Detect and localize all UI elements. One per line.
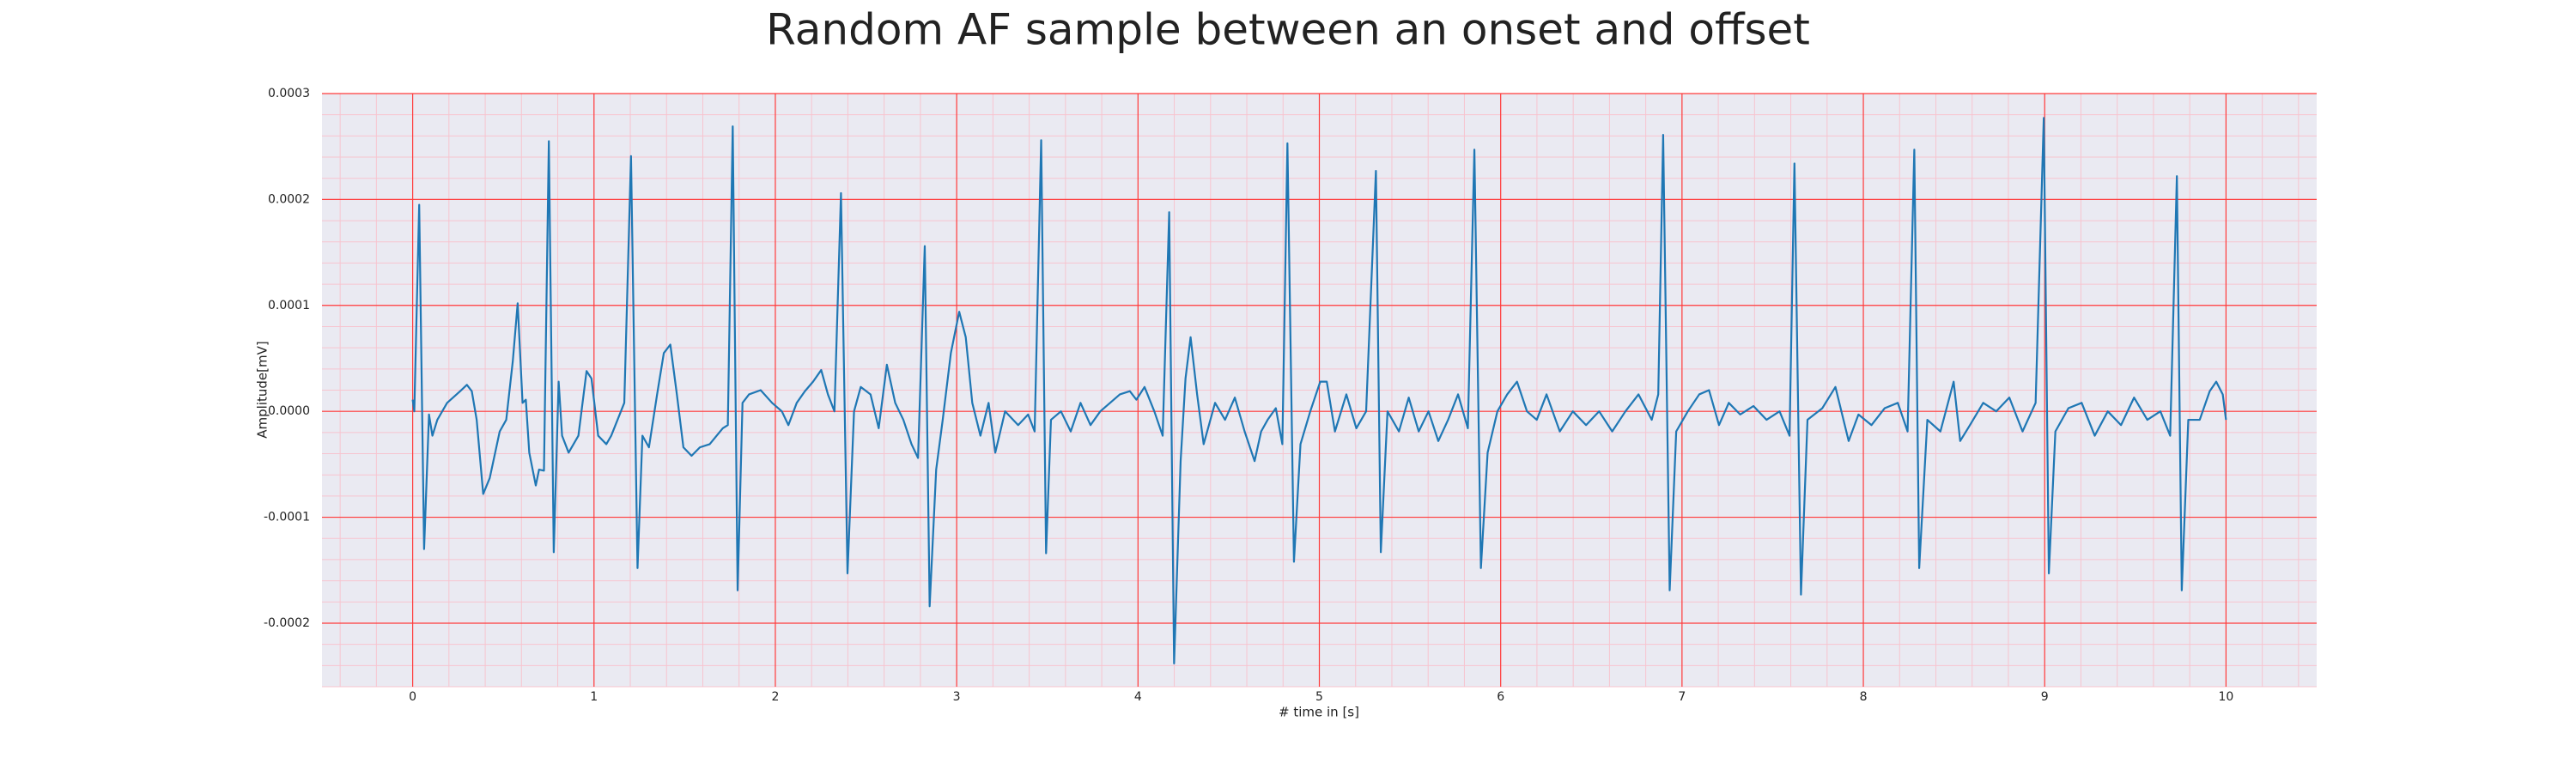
- chart-title: Random AF sample between an onset and of…: [766, 5, 1810, 55]
- x-tick-label: 7: [1678, 690, 1686, 704]
- x-tick-label: 5: [1315, 690, 1323, 704]
- x-tick-label: 1: [590, 690, 598, 704]
- x-tick-label: 8: [1860, 690, 1868, 704]
- y-tick-label: -0.0002: [264, 616, 310, 630]
- signal-line: [411, 117, 2227, 664]
- y-tick-label: 0.0003: [268, 87, 310, 100]
- y-tick-label: 0.0001: [268, 299, 310, 312]
- x-axis-label: # time in [s]: [1279, 705, 1359, 720]
- x-tick-label: 0: [409, 690, 416, 704]
- x-tick-label: 4: [1134, 690, 1142, 704]
- y-axis-label: Amplitude[mV]: [255, 341, 270, 438]
- x-tick-label: 3: [953, 690, 961, 704]
- y-tick-label: -0.0001: [264, 511, 310, 524]
- y-tick-label: 0.0000: [268, 404, 310, 418]
- x-tick-label: 2: [771, 690, 779, 704]
- x-tick-label: 9: [2041, 690, 2049, 704]
- x-tick-label: 10: [2218, 690, 2233, 704]
- y-tick-label: 0.0002: [268, 192, 310, 206]
- x-tick-label: 6: [1497, 690, 1504, 704]
